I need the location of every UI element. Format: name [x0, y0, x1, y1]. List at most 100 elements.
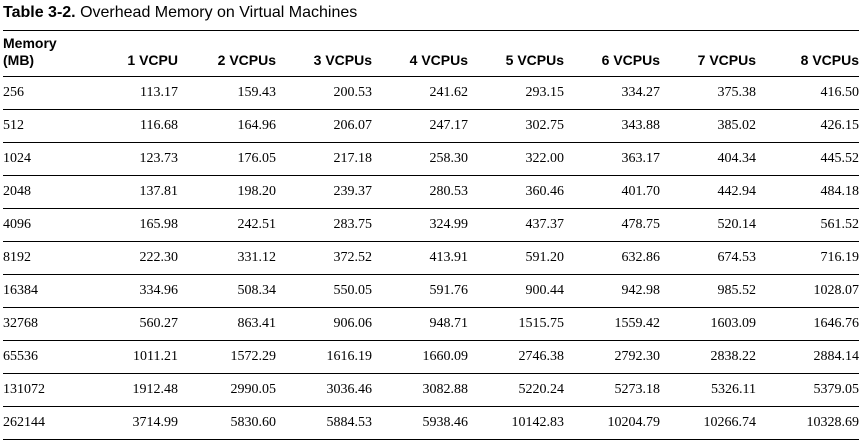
table-row: 256 113.17 159.43 200.53 241.62 293.15 334.27 3… — [3, 76, 859, 110]
overhead-value-cell: 2792.30 — [564, 340, 660, 374]
overhead-value-cell: 1603.09 — [660, 307, 756, 341]
overhead-value-cell: 3036.46 — [276, 373, 372, 407]
overhead-memory-table: Memory (MB) 1 VCPU 2 VCPUs 3 VCPUs 4 VCPUs 5 … — [3, 30, 859, 440]
memory-size-cell: 8192 — [3, 241, 93, 275]
overhead-value-cell: 1011.21 — [93, 340, 178, 374]
overhead-value-cell: 2746.38 — [468, 340, 564, 374]
overhead-value-cell: 2990.05 — [178, 373, 276, 407]
overhead-value-cell: 241.62 — [372, 76, 468, 110]
overhead-value-cell: 1515.75 — [468, 307, 564, 341]
overhead-value-cell: 159.43 — [178, 76, 276, 110]
memory-size-cell: 1024 — [3, 142, 93, 176]
overhead-value-cell: 561.52 — [756, 208, 859, 242]
overhead-value-cell: 372.52 — [276, 241, 372, 275]
overhead-value-cell: 401.70 — [564, 175, 660, 209]
table-number: Table 3-2. — [3, 4, 76, 21]
overhead-value-cell: 5220.24 — [468, 373, 564, 407]
overhead-value-cell: 222.30 — [93, 241, 178, 275]
overhead-value-cell: 5938.46 — [372, 406, 468, 440]
overhead-value-cell: 217.18 — [276, 142, 372, 176]
overhead-value-cell: 198.20 — [178, 175, 276, 209]
overhead-value-cell: 10266.74 — [660, 406, 756, 440]
overhead-value-cell: 560.27 — [93, 307, 178, 341]
overhead-value-cell: 334.27 — [564, 76, 660, 110]
overhead-value-cell: 520.14 — [660, 208, 756, 242]
memory-size-cell: 262144 — [3, 406, 93, 440]
overhead-value-cell: 478.75 — [564, 208, 660, 242]
overhead-value-cell: 206.07 — [276, 109, 372, 143]
column-header-vcpu-1: 1 VCPU — [127, 52, 178, 68]
overhead-value-cell: 1660.09 — [372, 340, 468, 374]
table-row: 131072 1912.48 2990.05 3036.46 3082.88 5220.2… — [3, 373, 859, 407]
overhead-value-cell: 176.05 — [178, 142, 276, 176]
overhead-value-cell: 385.02 — [660, 109, 756, 143]
overhead-value-cell: 10328.69 — [756, 406, 859, 440]
overhead-value-cell: 1616.19 — [276, 340, 372, 374]
overhead-value-cell: 5830.60 — [178, 406, 276, 440]
table-row: 32768 560.27 863.41 906.06 948.71 1515.75 1559… — [3, 307, 859, 341]
overhead-value-cell: 863.41 — [178, 307, 276, 341]
overhead-value-cell: 113.17 — [93, 76, 178, 110]
overhead-value-cell: 591.76 — [372, 274, 468, 308]
overhead-value-cell: 5326.11 — [660, 373, 756, 407]
overhead-value-cell: 426.15 — [756, 109, 859, 143]
overhead-value-cell: 900.44 — [468, 274, 564, 308]
overhead-value-cell: 200.53 — [276, 76, 372, 110]
memory-size-cell: 16384 — [3, 274, 93, 308]
memory-size-cell: 4096 — [3, 208, 93, 242]
overhead-value-cell: 416.50 — [756, 76, 859, 110]
column-header-vcpu-6: 6 VCPUs — [601, 52, 660, 68]
overhead-value-cell: 137.81 — [93, 175, 178, 209]
overhead-value-cell: 716.19 — [756, 241, 859, 275]
table-body: 256 113.17 159.43 200.53 241.62 293.15 334.27 3… — [3, 76, 859, 440]
overhead-value-cell: 2884.14 — [756, 340, 859, 374]
overhead-value-cell: 123.73 — [93, 142, 178, 176]
header-row: Memory (MB) 1 VCPU 2 VCPUs 3 VCPUs 4 VCPUs 5 … — [3, 30, 859, 77]
overhead-value-cell: 985.52 — [660, 274, 756, 308]
overhead-value-cell: 484.18 — [756, 175, 859, 209]
overhead-value-cell: 360.46 — [468, 175, 564, 209]
overhead-value-cell: 375.38 — [660, 76, 756, 110]
overhead-value-cell: 1646.76 — [756, 307, 859, 341]
memory-size-cell: 32768 — [3, 307, 93, 341]
overhead-value-cell: 165.98 — [93, 208, 178, 242]
overhead-value-cell: 906.06 — [276, 307, 372, 341]
overhead-value-cell: 2838.22 — [660, 340, 756, 374]
overhead-value-cell: 324.99 — [372, 208, 468, 242]
column-header-vcpu-2: 2 VCPUs — [217, 52, 276, 68]
column-header-vcpu-7: 7 VCPUs — [697, 52, 756, 68]
overhead-value-cell: 632.86 — [564, 241, 660, 275]
table-row: 1024 123.73 176.05 217.18 258.30 322.00 363.17… — [3, 142, 859, 176]
memory-size-cell: 256 — [3, 76, 93, 110]
column-header-vcpu-3: 3 VCPUs — [313, 52, 372, 68]
overhead-value-cell: 10142.83 — [468, 406, 564, 440]
overhead-value-cell: 334.96 — [93, 274, 178, 308]
overhead-value-cell: 283.75 — [276, 208, 372, 242]
table-caption: Table 3-2. Overhead Memory on Virtual Ma… — [3, 0, 859, 30]
table-row: 512 116.68 164.96 206.07 247.17 302.75 343.88 3… — [3, 109, 859, 143]
overhead-value-cell: 437.37 — [468, 208, 564, 242]
overhead-value-cell: 302.75 — [468, 109, 564, 143]
overhead-value-cell: 948.71 — [372, 307, 468, 341]
overhead-value-cell: 239.37 — [276, 175, 372, 209]
column-header-vcpu-4: 4 VCPUs — [409, 52, 468, 68]
overhead-value-cell: 247.17 — [372, 109, 468, 143]
overhead-value-cell: 3082.88 — [372, 373, 468, 407]
memory-size-cell: 65536 — [3, 340, 93, 374]
memory-size-cell: 2048 — [3, 175, 93, 209]
table-row: 2048 137.81 198.20 239.37 280.53 360.46 401.70… — [3, 175, 859, 209]
table-row: 8192 222.30 331.12 372.52 413.91 591.20 632.86… — [3, 241, 859, 275]
overhead-value-cell: 508.34 — [178, 274, 276, 308]
table-row: 65536 1011.21 1572.29 1616.19 1660.09 2746.38… — [3, 340, 859, 374]
overhead-value-cell: 1572.29 — [178, 340, 276, 374]
overhead-value-cell: 5379.05 — [756, 373, 859, 407]
overhead-value-cell: 164.96 — [178, 109, 276, 143]
overhead-value-cell: 413.91 — [372, 241, 468, 275]
overhead-value-cell: 3714.99 — [93, 406, 178, 440]
column-header-vcpu-8: 8 VCPUs — [800, 52, 859, 68]
overhead-value-cell: 280.53 — [372, 175, 468, 209]
overhead-value-cell: 674.53 — [660, 241, 756, 275]
document: Table 3-2. Overhead Memory on Virtual Ma… — [3, 0, 859, 440]
memory-size-cell: 512 — [3, 109, 93, 143]
overhead-value-cell: 442.94 — [660, 175, 756, 209]
